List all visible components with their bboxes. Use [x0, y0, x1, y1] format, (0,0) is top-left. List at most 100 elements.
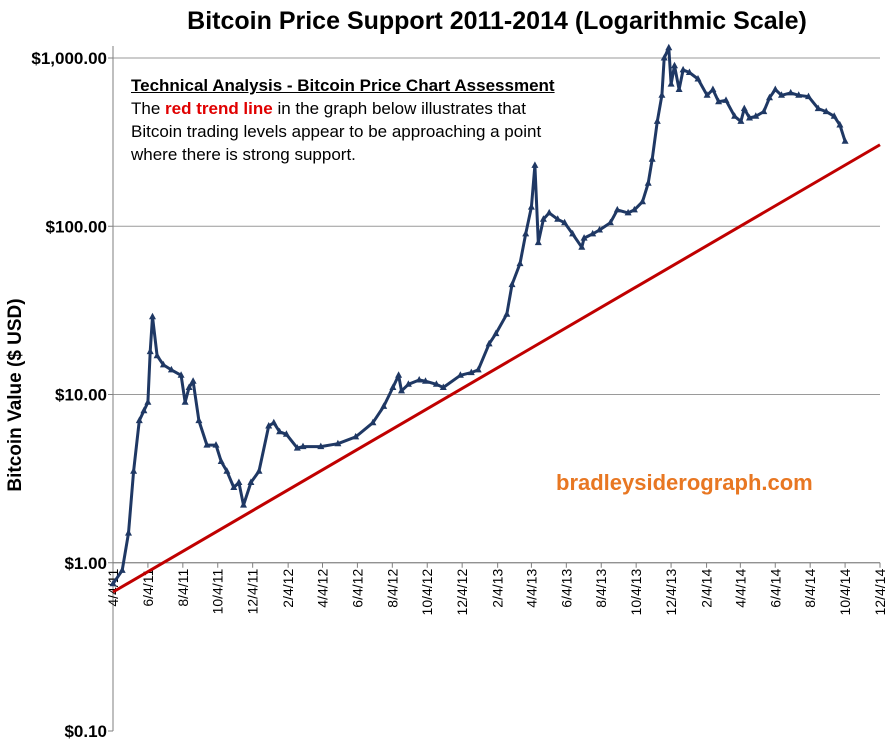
price-point-marker: [299, 442, 307, 450]
x-tick-label: 12/4/14: [872, 569, 888, 616]
price-point-marker: [415, 376, 423, 383]
price-point-marker: [805, 92, 812, 100]
x-tick-label: 6/4/12: [349, 569, 365, 608]
price-point-marker: [217, 457, 225, 464]
x-tick-label: 10/4/11: [210, 569, 226, 615]
price-point-marker: [644, 179, 652, 186]
price-point-marker: [125, 529, 132, 536]
price-point-marker: [212, 441, 220, 448]
price-point-marker: [771, 85, 779, 92]
y-tick-label: $100.00: [46, 217, 107, 236]
price-point-marker: [146, 347, 154, 355]
price-point-marker: [404, 380, 412, 387]
price-point-marker: [648, 155, 656, 162]
y-tick-label: $10.00: [55, 386, 107, 405]
price-point-marker: [841, 137, 849, 144]
price-point-marker: [255, 467, 263, 474]
annotation-line-1: The red trend line in the graph below il…: [131, 97, 651, 120]
price-point-marker: [534, 238, 542, 246]
x-tick-label: 8/4/13: [593, 569, 609, 608]
price-point-marker: [149, 312, 156, 320]
y-axis-label: Bitcoin Value ($ USD): [5, 298, 26, 491]
price-point-marker: [439, 383, 447, 390]
price-point-marker: [639, 197, 646, 205]
price-point-marker: [660, 54, 668, 61]
price-point-marker: [118, 566, 126, 573]
price-point-marker: [270, 418, 278, 426]
x-tick-label: 6/4/13: [558, 569, 574, 608]
x-tick-label: 4/4/13: [523, 569, 539, 608]
x-tick-label: 2/4/13: [490, 569, 506, 608]
price-point-marker: [195, 416, 203, 424]
watermark-url: bradleysiderograph.com: [556, 470, 813, 495]
x-tick-label: 12/4/13: [663, 569, 679, 616]
x-tick-label: 2/4/12: [280, 569, 296, 608]
price-point-marker: [109, 579, 117, 587]
price-point-marker: [189, 377, 197, 384]
price-point-marker: [539, 215, 547, 222]
x-tick-label: 12/4/12: [454, 569, 470, 616]
price-point-marker: [836, 121, 844, 128]
price-point-marker: [814, 104, 822, 112]
price-point-marker: [167, 365, 175, 373]
price-point-marker: [667, 80, 675, 87]
price-point-marker: [606, 218, 614, 226]
price-point-marker: [334, 439, 342, 447]
price-point-marker: [474, 365, 482, 373]
price-point-marker: [752, 112, 760, 119]
price-point-marker: [352, 432, 360, 440]
price-point-marker: [181, 398, 189, 405]
annotation-box: Technical Analysis - Bitcoin Price Chart…: [131, 74, 651, 166]
x-tick-label: 8/4/12: [384, 569, 400, 608]
price-point-marker: [675, 85, 683, 92]
price-point-marker: [398, 386, 405, 394]
x-tick-label: 4/4/14: [732, 569, 748, 608]
y-tick-label: $1,000.00: [31, 49, 107, 68]
price-point-marker: [185, 383, 193, 390]
price-point-marker: [679, 65, 687, 73]
price-point-marker: [580, 234, 588, 241]
price-point-marker: [317, 442, 325, 450]
price-point-marker: [144, 398, 152, 405]
price-point-marker: [545, 208, 553, 216]
price-point-marker: [276, 427, 284, 435]
price-point-marker: [596, 226, 603, 233]
price-point-marker: [293, 444, 301, 451]
axes: $1,000.00$100.00$10.00$1.00$0.104/4/11 6/…: [31, 46, 888, 741]
price-point-marker: [561, 218, 569, 226]
red-trend-line: [112, 143, 881, 594]
price-point-marker: [177, 371, 185, 378]
price-point-marker: [503, 310, 511, 317]
price-point-marker: [658, 91, 666, 98]
price-point-marker: [456, 371, 464, 378]
x-tick-label: 4/4/12: [314, 569, 330, 608]
price-point-marker: [140, 406, 148, 414]
price-point-marker: [613, 205, 621, 213]
price-point-marker: [715, 97, 723, 105]
price-point-marker: [703, 91, 711, 98]
price-point-marker: [740, 104, 748, 112]
price-point-marker: [822, 107, 830, 115]
chart-title: Bitcoin Price Support 2011-2014 (Logarit…: [187, 7, 807, 35]
price-point-marker: [265, 422, 273, 429]
price-point-marker: [624, 208, 632, 216]
price-point-marker: [522, 229, 530, 237]
price-point-marker: [130, 467, 138, 474]
price-point-marker: [737, 117, 745, 124]
price-point-marker: [389, 383, 397, 390]
price-point-marker: [722, 96, 730, 103]
annotation-line-2: Bitcoin trading levels appear to be appr…: [131, 122, 542, 141]
price-point-marker: [230, 483, 238, 490]
price-point-marker: [746, 114, 753, 121]
price-point-marker: [578, 243, 586, 250]
price-point-marker: [685, 68, 693, 75]
x-tick-label: 2/4/14: [699, 569, 715, 608]
price-point-marker: [516, 259, 524, 267]
price-point-marker: [432, 380, 440, 387]
price-point-marker: [135, 416, 143, 424]
annotation-line-1-pre: The: [131, 99, 166, 118]
price-point-marker: [422, 377, 429, 384]
x-tick-label: 12/4/11: [245, 569, 261, 615]
price-point-marker: [589, 229, 597, 237]
price-point-marker: [508, 280, 516, 288]
